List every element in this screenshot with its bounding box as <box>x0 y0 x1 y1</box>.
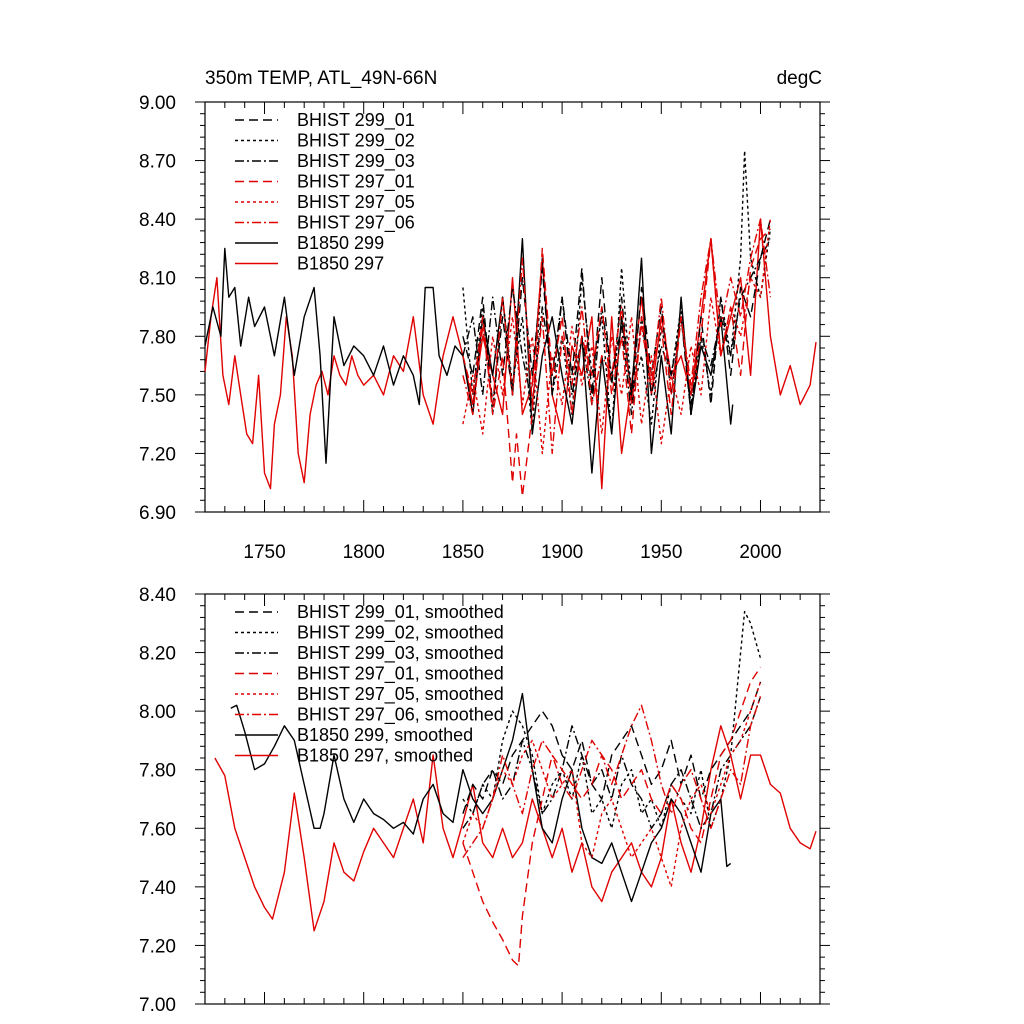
series-line-bhist-297-01 <box>462 228 771 498</box>
y-tick-label: 8.70 <box>139 152 176 173</box>
legend-label: B1850 299, smoothed <box>297 725 473 745</box>
y-tick-label: 8.20 <box>139 644 176 665</box>
top-chart-units: degC <box>777 68 822 89</box>
legend-label: BHIST 299_02, smoothed <box>297 623 504 644</box>
y-tick-label: 6.90 <box>139 503 176 524</box>
y-tick-label: 7.00 <box>139 995 176 1016</box>
y-tick-label: 7.80 <box>139 327 176 348</box>
y-tick-label: 7.60 <box>139 819 176 840</box>
y-tick-label: 9.00 <box>139 93 176 114</box>
x-tick-label: 2000 <box>739 542 781 563</box>
legend-label: BHIST 297_06 <box>297 213 415 234</box>
legend-label: BHIST 297_06, smoothed <box>297 705 504 726</box>
y-tick-label: 8.40 <box>139 210 176 231</box>
legend-label: BHIST 299_02 <box>297 131 415 152</box>
series-line-bhist-299-02 <box>462 150 772 435</box>
top-chart-title: 350m TEMP, ATL_49N-66N <box>205 68 437 89</box>
legend-label: BHIST 299_03, smoothed <box>297 643 504 664</box>
series-line-bhist-299-03 <box>462 238 772 416</box>
legend-label: B1850 297, smoothed <box>297 746 473 766</box>
legend-label: BHIST 299_01, smoothed <box>297 602 504 623</box>
x-tick-label: 1950 <box>640 542 682 563</box>
legend-label: BHIST 299_03 <box>297 151 415 172</box>
series-line-b1850-299-smoothed <box>230 692 732 903</box>
y-tick-label: 8.40 <box>139 585 176 606</box>
y-tick-label: 7.20 <box>139 936 176 957</box>
y-tick-label: 8.00 <box>139 702 176 723</box>
series-line-bhist-297-06-smoothed <box>462 696 762 858</box>
series-line-bhist-297-01-smoothed <box>462 666 762 967</box>
top-plot-frame <box>204 101 821 513</box>
y-tick-label: 7.50 <box>139 386 176 407</box>
legend-label: BHIST 299_01 <box>297 110 415 131</box>
y-tick-label: 7.40 <box>139 878 176 899</box>
series-line-b1850-299 <box>204 237 734 474</box>
series-line-b1850-297-smoothed <box>214 725 817 932</box>
legend-label: BHIST 297_01, smoothed <box>297 664 504 685</box>
x-tick-label: 1750 <box>243 542 285 563</box>
x-tick-label: 1850 <box>442 542 484 563</box>
series-line-bhist-299-01-smoothed <box>462 681 762 814</box>
bottom-plot-frame <box>204 593 821 1005</box>
y-tick-label: 7.20 <box>139 444 176 465</box>
bottom-panel: 7.00 7.20 7.40 7.60 7.80 8.00 8.20 8.40 BHIST 29… <box>139 585 830 1016</box>
legend-label: BHIST 297_01 <box>297 172 415 193</box>
legend-label: BHIST 297_05 <box>297 192 415 213</box>
x-tick-label: 1800 <box>343 542 385 563</box>
top-panel: 1750 1800 1850 1900 1950 2000 6.90 7.20 7.50 7.80… <box>139 93 830 563</box>
series-line-bhist-299-02-smoothed <box>462 610 762 829</box>
legend-label: BHIST 297_05, smoothed <box>297 684 504 705</box>
x-tick-label: 1900 <box>541 542 583 563</box>
series-line-bhist-297-05 <box>462 219 772 455</box>
y-tick-label: 8.10 <box>139 269 176 290</box>
y-tick-label: 7.80 <box>139 761 176 782</box>
legend-label: B1850 299 <box>297 233 384 253</box>
legend-label: B1850 297 <box>297 254 384 274</box>
series-line-bhist-297-06 <box>462 218 772 455</box>
